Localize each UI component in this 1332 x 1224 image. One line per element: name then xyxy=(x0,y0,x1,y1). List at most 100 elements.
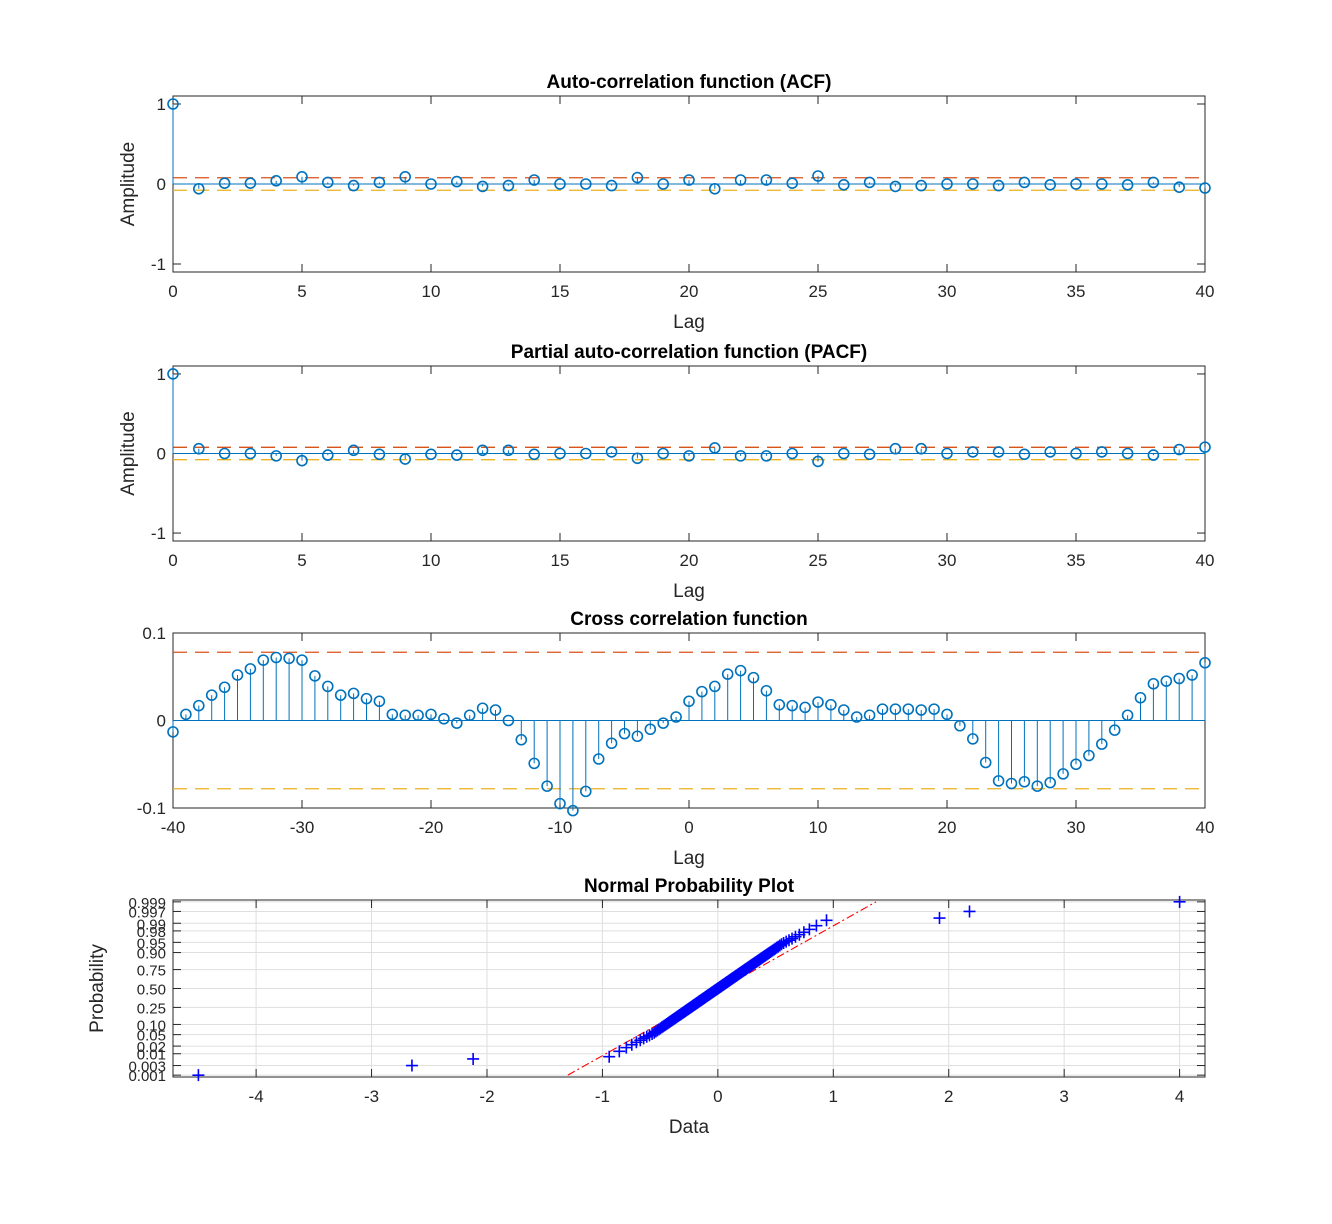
stem-marker xyxy=(915,442,928,455)
stem-marker xyxy=(1057,768,1069,780)
stem-marker xyxy=(1121,447,1134,460)
stem-marker xyxy=(992,179,1005,192)
data-marker xyxy=(777,937,790,950)
stem-marker xyxy=(966,446,979,458)
stem-marker xyxy=(1070,178,1082,190)
stem-marker xyxy=(1199,656,1211,669)
stem-marker xyxy=(399,171,412,183)
stem-marker xyxy=(812,455,824,468)
stem-marker xyxy=(1173,181,1185,193)
x-tick-label: 30 xyxy=(1067,818,1086,837)
x-tick-label: 25 xyxy=(809,551,828,570)
stem-marker xyxy=(992,775,1005,787)
stem-marker xyxy=(528,448,541,461)
x-tick-label: 20 xyxy=(680,551,699,570)
stem-marker xyxy=(992,446,1005,458)
stem-marker xyxy=(1147,677,1160,690)
stem-marker xyxy=(1199,182,1211,194)
stem-marker xyxy=(863,176,876,189)
y-tick-label: -0.1 xyxy=(137,799,166,818)
stem-marker xyxy=(1070,758,1082,771)
stem-marker xyxy=(425,178,437,190)
data-marker xyxy=(1173,895,1186,908)
data-marker xyxy=(820,914,833,927)
stem-marker xyxy=(205,689,218,701)
y-tick-label: 0.75 xyxy=(137,963,166,980)
stem-marker xyxy=(347,179,360,192)
x-axis-label: Lag xyxy=(673,581,705,602)
stem-marker xyxy=(450,449,463,461)
stem-marker xyxy=(270,450,283,462)
stem-marker xyxy=(296,454,308,467)
stem-marker xyxy=(966,178,979,190)
stem-marker xyxy=(1199,441,1211,453)
stem-marker xyxy=(1147,449,1160,461)
stem-marker xyxy=(1096,738,1108,750)
stem-marker xyxy=(837,179,850,191)
stem-marker xyxy=(321,680,334,693)
stem-marker xyxy=(941,447,953,460)
stem-marker xyxy=(425,448,437,461)
x-tick-label: 0 xyxy=(713,1087,722,1106)
stem-marker xyxy=(799,701,811,714)
data-marker xyxy=(810,919,823,932)
y-axis-label: Amplitude xyxy=(118,411,139,496)
chart-title: Normal Probability Plot xyxy=(584,876,795,897)
stem-marker xyxy=(657,717,670,729)
stem-marker xyxy=(683,174,695,186)
stem-marker xyxy=(1005,777,1018,790)
stem-marker xyxy=(244,663,257,675)
stem-marker xyxy=(605,446,618,458)
stem-marker xyxy=(708,442,721,454)
data-marker xyxy=(963,905,976,918)
stem-marker xyxy=(876,703,889,715)
data-marker xyxy=(803,923,816,936)
stem-marker xyxy=(915,704,928,716)
stem-marker xyxy=(334,689,347,701)
data-marker xyxy=(640,1030,653,1043)
y-tick-label: 0.01 xyxy=(137,1047,166,1064)
y-tick-label: 0.90 xyxy=(137,946,166,963)
y-tick-label: 0 xyxy=(157,175,166,194)
stem-marker xyxy=(283,652,295,665)
data-marker xyxy=(780,935,793,948)
stem-marker xyxy=(721,668,734,680)
stem-marker xyxy=(244,447,257,460)
stem-marker xyxy=(773,698,786,711)
stem-marker xyxy=(270,175,283,187)
stem-marker xyxy=(1018,448,1031,461)
y-tick-label: 0.05 xyxy=(137,1028,166,1045)
stem-marker xyxy=(347,687,360,700)
stem-marker xyxy=(218,681,231,694)
stem-marker xyxy=(1134,691,1147,704)
stem-marker xyxy=(167,368,179,380)
y-tick-label: 0.98 xyxy=(137,924,166,941)
stem-marker xyxy=(670,711,682,723)
stem-marker xyxy=(180,708,192,721)
stem-marker xyxy=(1121,179,1134,191)
stem-marker xyxy=(605,179,618,192)
data-marker xyxy=(782,934,795,947)
subplot-3: -40 -30 -20 -10 0 10 20 30 40 -0.1 0 0.1 Cross corre… xyxy=(137,609,1215,869)
x-tick-label: -4 xyxy=(249,1087,264,1106)
stem-marker xyxy=(928,703,940,715)
stem-marker xyxy=(579,178,592,190)
stem-marker xyxy=(373,695,386,708)
data-marker xyxy=(405,1059,418,1072)
stem-marker xyxy=(231,669,244,681)
data-marker xyxy=(192,1069,205,1082)
y-tick-label: 0 xyxy=(157,712,166,731)
stem-marker xyxy=(760,684,773,697)
x-axis-label: Lag xyxy=(673,848,705,869)
subplot-4: -4 -3 -2 -1 0 1 2 3 40.0010.0030.010.020.050.100… xyxy=(87,876,1206,1138)
chart-title: Partial auto-correlation function (PACF) xyxy=(511,342,867,363)
y-tick-label: 0.99 xyxy=(137,916,166,933)
stem-marker xyxy=(399,453,412,465)
x-tick-label: 40 xyxy=(1196,282,1215,301)
stem-marker xyxy=(812,696,824,708)
stem-marker xyxy=(1108,724,1121,736)
stem-marker xyxy=(760,174,773,186)
x-tick-label: 20 xyxy=(680,282,699,301)
stem-marker xyxy=(902,703,915,715)
stem-marker xyxy=(554,447,566,460)
